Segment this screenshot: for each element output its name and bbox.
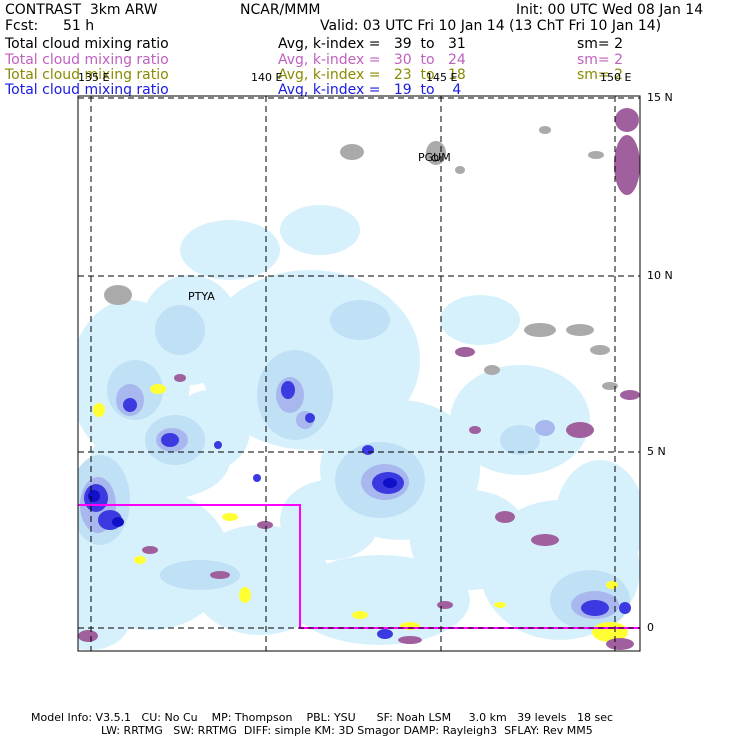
lon-label-135e: 135 E [78, 71, 110, 84]
legend-row-3-index: Avg, k-index = 23 to 18 [278, 67, 466, 83]
cloud-blue-layer [84, 381, 631, 639]
init-time: Init: 00 UTC Wed 08 Jan 14 [516, 2, 704, 18]
station-marker-pgum [431, 154, 439, 162]
legend-row-2-index: Avg, k-index = 30 to 24 [278, 52, 466, 68]
lon-label-140e: 140 E [251, 71, 283, 84]
lat-label-15n: 15 N [647, 91, 673, 104]
valid-time: Valid: 03 UTC Fri 10 Jan 14 (13 ChT Fri … [320, 18, 662, 34]
legend-row-3-smooth: sm= 2 [577, 67, 624, 83]
map-frame [77, 95, 641, 652]
model-name: CONTRAST 3km ARW [5, 2, 158, 18]
legend-row-3-field: Total cloud mixing ratio [5, 67, 169, 83]
legend-row-4-field: Total cloud mixing ratio [5, 82, 169, 98]
lat-label-5n: 5 N [647, 445, 666, 458]
forecast-hour-value: 51 h [63, 18, 95, 34]
footer-physics-info: LW: RRTMG SW: RRTMG DIFF: simple KM: 3D … [101, 724, 593, 737]
cloud-fields [78, 108, 640, 650]
legend-row-1-index: Avg, k-index = 39 to 31 [278, 36, 466, 52]
lat-label-0: 0 [647, 621, 654, 634]
lon-label-150e: 150 E [600, 71, 632, 84]
legend-row-2-smooth: sm= 2 [577, 52, 624, 68]
station-label-ptya: PTYA [188, 290, 215, 303]
center-name: NCAR/MMM [240, 2, 321, 18]
graticule [78, 96, 640, 651]
footer-model-info: Model Info: V3.5.1 CU: No Cu MP: Thompso… [31, 711, 614, 724]
legend-row-1-field: Total cloud mixing ratio [5, 36, 169, 52]
station-label-pgum: PGUM [418, 151, 451, 164]
forecast-hour-label: Fcst: [5, 18, 39, 34]
legend-row-2-field: Total cloud mixing ratio [5, 52, 169, 68]
legend-row-1-smooth: sm= 2 [577, 36, 624, 52]
lon-label-145e: 145 E [426, 71, 458, 84]
purple-cloud-layer [78, 108, 640, 650]
lat-label-10n: 10 N [647, 269, 673, 282]
legend-row-4-index: Avg, k-index = 19 to 4 [278, 82, 462, 98]
